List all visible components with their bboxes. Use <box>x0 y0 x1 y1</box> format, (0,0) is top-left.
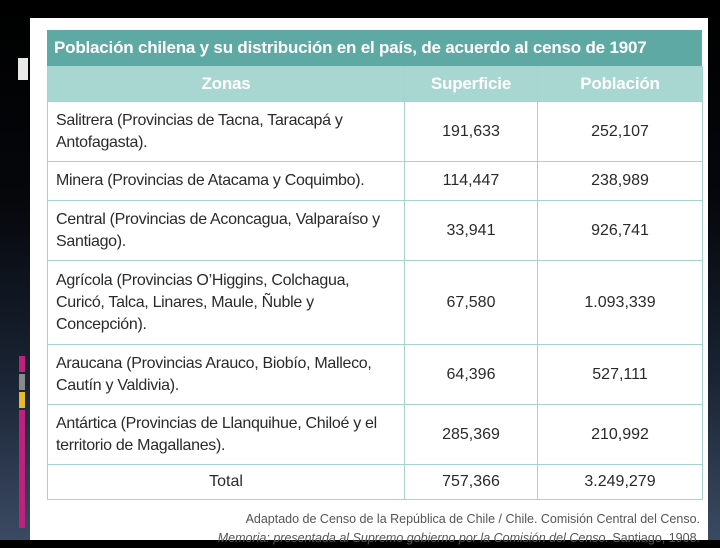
slide-bullet <box>18 58 28 80</box>
poblacion-cell: 252,107 <box>537 101 703 162</box>
table-row: Salitrera (Provincias de Tacna, Taracapá… <box>47 101 703 162</box>
source-rest: Santiago, 1908. <box>608 531 700 545</box>
superficie-cell: 191,633 <box>404 101 538 162</box>
table-row: Minera (Provincias de Atacama y Coquimbo… <box>47 161 703 201</box>
superficie-cell: 33,941 <box>404 200 538 261</box>
table-row: Antártica (Provincias de Llanquihue, Chi… <box>47 404 703 465</box>
accent-bar-magenta-long <box>19 410 25 528</box>
header-superficie: Superficie <box>404 66 538 102</box>
table-row: Agrícola (Provincias O’Higgins, Colchagu… <box>47 260 703 345</box>
census-table: Zonas Superficie Población Salitrera (Pr… <box>47 66 703 500</box>
zone-cell: Salitrera (Provincias de Tacna, Taracapá… <box>47 101 405 162</box>
poblacion-cell: 1.093,339 <box>537 260 703 345</box>
total-superficie: 757,366 <box>404 464 538 500</box>
source-note: Adaptado de Censo de la República de Chi… <box>47 510 702 548</box>
poblacion-cell: 238,989 <box>537 161 703 201</box>
zone-cell: Agrícola (Provincias O’Higgins, Colchagu… <box>47 260 405 345</box>
header-row: Zonas Superficie Población <box>47 66 703 102</box>
zone-cell: Central (Provincias de Aconcagua, Valpar… <box>47 200 405 261</box>
poblacion-cell: 527,111 <box>537 344 703 405</box>
accent-bar-yellow <box>19 392 25 408</box>
source-italic: Memoria: presentada al Supremo gobierno … <box>217 531 609 545</box>
source-line-2: Memoria: presentada al Supremo gobierno … <box>47 529 700 548</box>
total-row: Total 757,366 3.249,279 <box>47 464 703 500</box>
slide-content: Población chilena y su distribución en e… <box>30 18 708 545</box>
zone-cell: Minera (Provincias de Atacama y Coquimbo… <box>47 161 405 201</box>
zone-cell: Antártica (Provincias de Llanquihue, Chi… <box>47 404 405 465</box>
table-row: Araucana (Provincias Arauco, Biobío, Mal… <box>47 344 703 405</box>
zone-cell: Araucana (Provincias Arauco, Biobío, Mal… <box>47 344 405 405</box>
poblacion-cell: 926,741 <box>537 200 703 261</box>
total-label: Total <box>47 464 405 500</box>
poblacion-cell: 210,992 <box>537 404 703 465</box>
superficie-cell: 114,447 <box>404 161 538 201</box>
superficie-cell: 64,396 <box>404 344 538 405</box>
superficie-cell: 285,369 <box>404 404 538 465</box>
source-line-1: Adaptado de Censo de la República de Chi… <box>245 512 700 526</box>
header-zonas: Zonas <box>47 66 405 102</box>
superficie-cell: 67,580 <box>404 260 538 345</box>
census-table-card: Población chilena y su distribución en e… <box>47 30 703 548</box>
table-title: Población chilena y su distribución en e… <box>47 30 702 66</box>
accent-bar-magenta <box>19 356 25 372</box>
table-row: Central (Provincias de Aconcagua, Valpar… <box>47 200 703 261</box>
header-poblacion: Población <box>537 66 703 102</box>
accent-bar-gray <box>19 374 25 390</box>
total-poblacion: 3.249,279 <box>537 464 703 500</box>
